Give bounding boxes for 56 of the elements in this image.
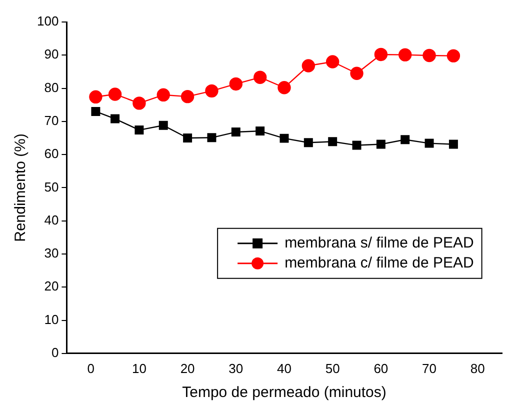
point	[304, 138, 313, 148]
x-tick-label: 60	[374, 360, 388, 376]
point	[231, 128, 240, 137]
x-tick-label: 10	[132, 360, 146, 376]
point	[180, 90, 194, 104]
point	[374, 48, 388, 62]
point	[278, 81, 291, 94]
y-tick-label: 20	[44, 278, 59, 294]
point	[253, 70, 267, 84]
x-tick-label: 30	[228, 360, 244, 376]
y-tick-label: 100	[36, 14, 59, 29]
legend-label: membrana s/ filme de PEAD	[284, 234, 474, 252]
point	[422, 48, 436, 62]
point	[424, 138, 434, 148]
point	[398, 48, 412, 62]
point	[400, 135, 410, 144]
y-tick-label: 0	[51, 344, 59, 360]
point	[376, 140, 386, 149]
point	[91, 106, 100, 116]
point	[280, 134, 289, 143]
point	[205, 84, 218, 98]
point	[256, 126, 265, 136]
point	[110, 114, 120, 124]
x-tick-label: 50	[325, 360, 340, 376]
point	[108, 88, 122, 101]
point	[229, 77, 242, 91]
y-tick-label: 80	[44, 80, 59, 95]
point	[207, 133, 216, 142]
point	[156, 88, 170, 102]
y-tick-label: 90	[44, 46, 59, 62]
x-tick-label: 20	[180, 360, 195, 376]
y-tick-label: 50	[44, 179, 59, 194]
x-tick-label: 40	[277, 360, 292, 376]
point	[158, 120, 168, 130]
x-tick-label: 80	[470, 360, 485, 376]
point	[89, 90, 102, 104]
point	[132, 96, 146, 110]
legend-label: membrana c/ filme de PEAD	[284, 254, 474, 272]
point	[328, 137, 338, 146]
y-tick-label: 70	[44, 113, 59, 128]
y-tick-label: 40	[44, 212, 59, 228]
y-axis-title: Rendimento (%)	[12, 134, 30, 242]
point	[134, 126, 144, 135]
point	[448, 140, 458, 149]
x-axis-title: Tempo de permeado (minutos)	[182, 384, 386, 402]
point	[326, 55, 340, 68]
y-tick-label: 10	[44, 312, 59, 327]
point	[302, 59, 316, 72]
y-tick-label: 30	[44, 246, 59, 261]
y-tick-label: 60	[44, 146, 59, 162]
x-tick-label: 0	[87, 360, 94, 376]
x-tick-label: 70	[422, 360, 437, 376]
point	[350, 66, 364, 80]
point	[446, 49, 460, 62]
point	[352, 140, 362, 150]
point	[183, 134, 192, 142]
